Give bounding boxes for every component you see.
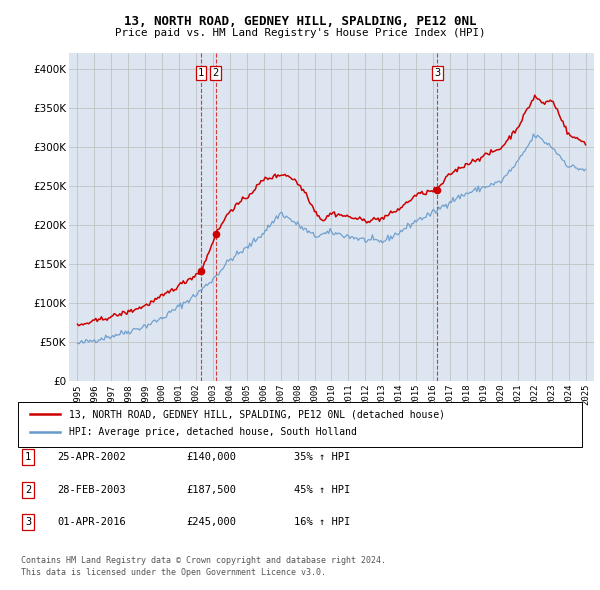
Text: 2: 2 [25,485,31,494]
Text: 3: 3 [434,68,440,78]
Text: 13, NORTH ROAD, GEDNEY HILL, SPALDING, PE12 0NL: 13, NORTH ROAD, GEDNEY HILL, SPALDING, P… [124,15,476,28]
Text: Price paid vs. HM Land Registry's House Price Index (HPI): Price paid vs. HM Land Registry's House … [115,28,485,38]
Text: 3: 3 [25,517,31,527]
Text: 35% ↑ HPI: 35% ↑ HPI [294,453,350,462]
Text: 13, NORTH ROAD, GEDNEY HILL, SPALDING, PE12 0NL (detached house): 13, NORTH ROAD, GEDNEY HILL, SPALDING, P… [69,409,445,419]
Text: £245,000: £245,000 [186,517,236,527]
Text: Contains HM Land Registry data © Crown copyright and database right 2024.: Contains HM Land Registry data © Crown c… [21,556,386,565]
Text: HPI: Average price, detached house, South Holland: HPI: Average price, detached house, Sout… [69,428,357,437]
Text: 1: 1 [25,453,31,462]
Text: 45% ↑ HPI: 45% ↑ HPI [294,485,350,494]
Text: 25-APR-2002: 25-APR-2002 [57,453,126,462]
Text: This data is licensed under the Open Government Licence v3.0.: This data is licensed under the Open Gov… [21,568,326,576]
Text: 16% ↑ HPI: 16% ↑ HPI [294,517,350,527]
Text: £187,500: £187,500 [186,485,236,494]
Text: 2: 2 [212,68,219,78]
Text: 01-APR-2016: 01-APR-2016 [57,517,126,527]
Text: £140,000: £140,000 [186,453,236,462]
Text: 1: 1 [198,68,205,78]
Text: 28-FEB-2003: 28-FEB-2003 [57,485,126,494]
